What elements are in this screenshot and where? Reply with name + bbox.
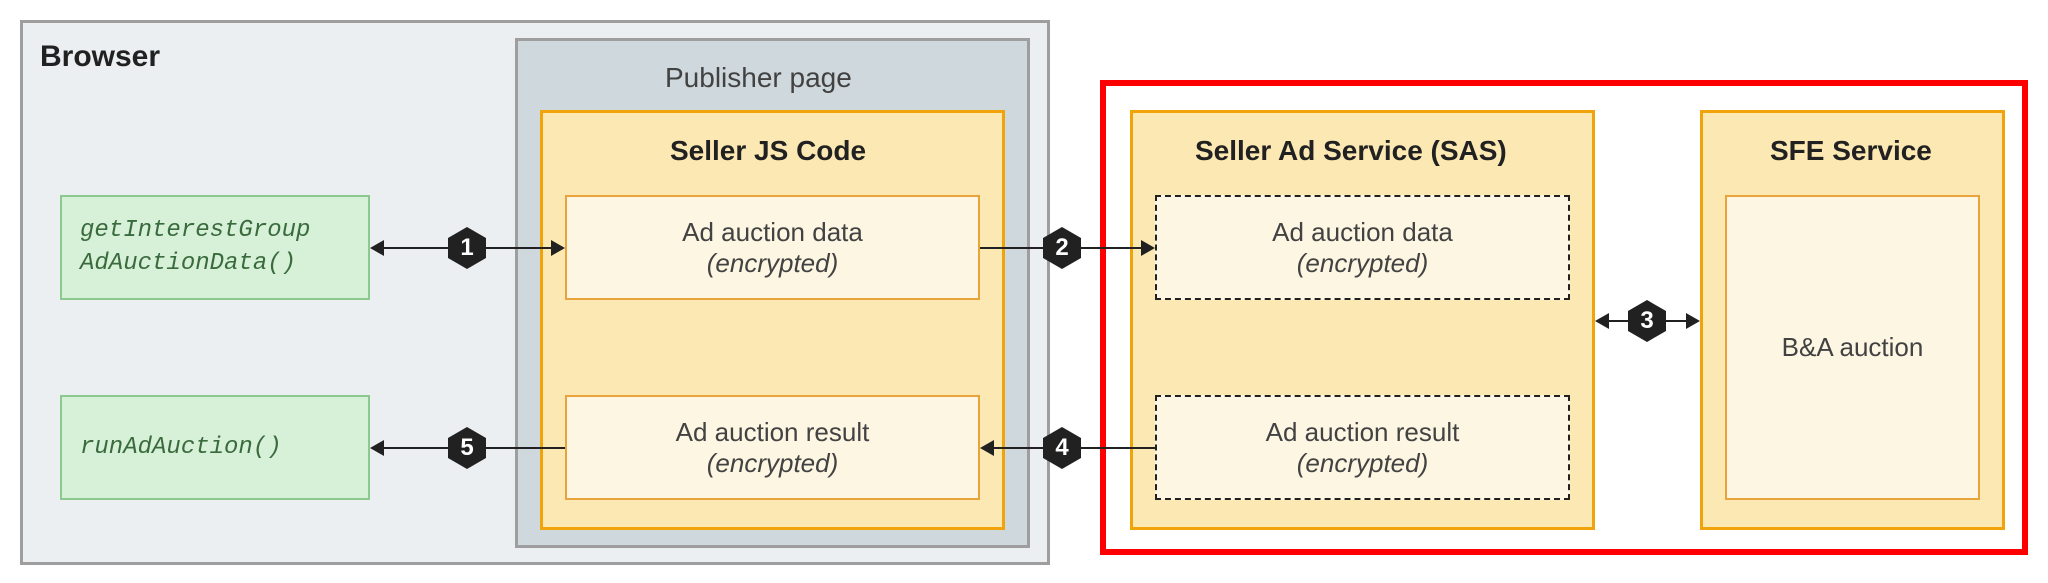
publisher-page-label: Publisher page [665, 62, 852, 94]
api-get-interest-group: getInterestGroup AdAuctionData() [60, 195, 370, 300]
ad-result-line2: (encrypted) [707, 448, 839, 479]
sas-label: Seller Ad Service (SAS) [1195, 135, 1507, 167]
arrow-2-head [1141, 240, 1155, 256]
seller-js-ad-data: Ad auction data (encrypted) [565, 195, 980, 300]
sas-ad-result-line1: Ad auction result [1266, 417, 1460, 448]
browser-label: Browser [40, 40, 160, 74]
step-5-number: 5 [460, 434, 473, 462]
sas-ad-result: Ad auction result (encrypted) [1155, 395, 1570, 500]
step-3-badge: 3 [1625, 299, 1669, 343]
seller-js-label: Seller JS Code [670, 135, 866, 167]
sfe-label: SFE Service [1770, 135, 1932, 167]
step-5-badge: 5 [445, 426, 489, 470]
sas-ad-data-line2: (encrypted) [1297, 248, 1429, 279]
ad-data-line2: (encrypted) [707, 248, 839, 279]
api-run-ad-auction: runAdAuction() [60, 395, 370, 500]
step-2-badge: 2 [1040, 226, 1084, 270]
diagram-canvas: Browser Publisher page Seller JS Code Ad… [0, 0, 2048, 583]
sas-ad-data: Ad auction data (encrypted) [1155, 195, 1570, 300]
sas-ad-result-line2: (encrypted) [1297, 448, 1429, 479]
arrow-4-head [980, 440, 994, 456]
step-1-number: 1 [460, 234, 473, 262]
sas-ad-data-line1: Ad auction data [1272, 217, 1453, 248]
step-1-badge: 1 [445, 226, 489, 270]
ba-auction-label: B&A auction [1782, 332, 1924, 363]
ad-data-line1: Ad auction data [682, 217, 863, 248]
ad-result-line1: Ad auction result [676, 417, 870, 448]
arrow-5-head [370, 440, 384, 456]
step-3-number: 3 [1640, 307, 1653, 335]
arrow-3-head-r [1686, 313, 1700, 329]
seller-js-ad-result: Ad auction result (encrypted) [565, 395, 980, 500]
step-4-number: 4 [1055, 434, 1068, 462]
arrow-1-head-l [370, 240, 384, 256]
step-4-badge: 4 [1040, 426, 1084, 470]
ba-auction-box: B&A auction [1725, 195, 1980, 500]
step-2-number: 2 [1055, 234, 1068, 262]
arrow-1-head-r [551, 240, 565, 256]
arrow-3-head-l [1595, 313, 1609, 329]
